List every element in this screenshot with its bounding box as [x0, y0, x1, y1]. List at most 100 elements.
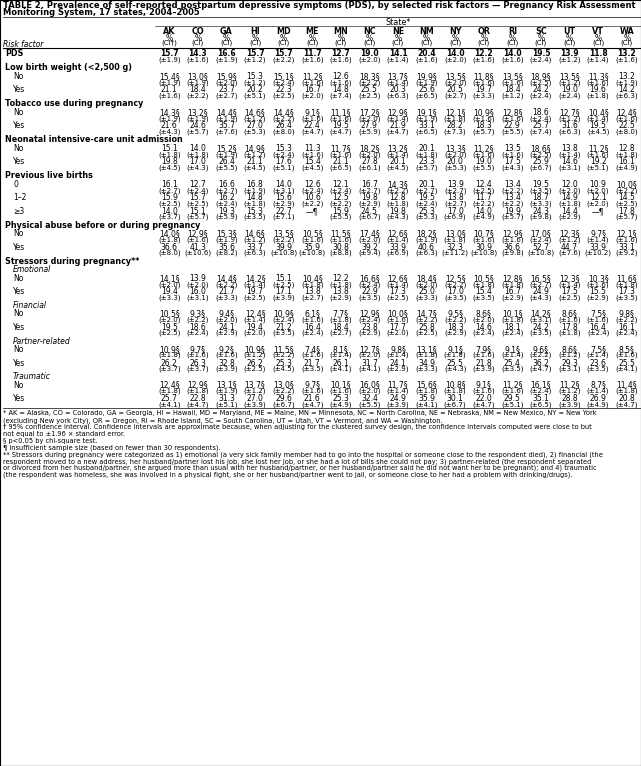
Text: 12.4§: 12.4§ [159, 381, 179, 389]
Text: (±2.0): (±2.0) [387, 330, 409, 336]
Text: 33.9: 33.9 [390, 243, 406, 252]
Text: (±1.8): (±1.8) [387, 201, 410, 207]
Text: (±2.2): (±2.2) [615, 187, 638, 194]
Text: (CI): (CI) [335, 40, 347, 47]
Text: (±1.8): (±1.8) [415, 388, 438, 394]
Text: (±8.0): (±8.0) [158, 250, 181, 257]
Text: 12.9§: 12.9§ [188, 230, 208, 238]
Text: 19.8: 19.8 [361, 194, 378, 202]
Text: (±2.5): (±2.5) [615, 201, 638, 207]
Text: (the respondent was homeless, she was involved in a physical fight, she or her h: (the respondent was homeless, she was in… [3, 472, 572, 478]
Text: 16.6: 16.6 [218, 180, 235, 189]
Text: 16.8: 16.8 [247, 180, 263, 189]
Text: 14.4§: 14.4§ [216, 274, 237, 283]
Text: (±1.6): (±1.6) [301, 151, 324, 158]
Text: (±10.8): (±10.8) [470, 250, 497, 257]
Text: 23.7: 23.7 [218, 86, 235, 94]
Text: (±2.7): (±2.7) [444, 187, 467, 194]
Text: (±2.7): (±2.7) [529, 281, 552, 287]
Text: 11.5§: 11.5§ [331, 230, 351, 238]
Text: (±6.7): (±6.7) [444, 401, 467, 408]
Text: 15.6: 15.6 [275, 194, 292, 202]
Text: (±1.6): (±1.6) [329, 57, 352, 63]
Text: 9.8§: 9.8§ [390, 345, 406, 354]
Text: (±5.1): (±5.1) [215, 401, 238, 408]
Text: (±4.7): (±4.7) [301, 401, 324, 408]
Text: (±2.0): (±2.0) [158, 281, 181, 287]
Text: 14.0: 14.0 [161, 207, 178, 216]
Text: (±2.9): (±2.9) [272, 201, 295, 207]
Text: (±2.9): (±2.9) [558, 214, 581, 221]
Text: Yes: Yes [13, 323, 25, 332]
Text: (±1.8): (±1.8) [615, 388, 638, 394]
Text: (±1.6): (±1.6) [329, 151, 352, 158]
Text: respondent moved to a new address, her husband/partner lost his job, she lost he: respondent moved to a new address, her h… [3, 458, 592, 465]
Text: 10.1§: 10.1§ [331, 381, 351, 389]
Text: 12.1§: 12.1§ [617, 230, 637, 238]
Text: (±2.0): (±2.0) [472, 316, 495, 323]
Text: 13.2§: 13.2§ [188, 108, 208, 117]
Text: 12.9§: 12.9§ [359, 309, 379, 319]
Text: 14.4: 14.4 [561, 207, 578, 216]
Text: 14.3§: 14.3§ [159, 108, 179, 117]
Text: (±3.3): (±3.3) [415, 294, 438, 301]
Text: 18.6§: 18.6§ [531, 144, 551, 153]
Text: (±1.4): (±1.4) [387, 352, 409, 358]
Text: 11.6§: 11.6§ [617, 274, 637, 283]
Text: 19.4: 19.4 [247, 323, 263, 332]
Text: 24.9: 24.9 [390, 394, 406, 403]
Text: %: % [509, 34, 516, 43]
Text: (±7.4): (±7.4) [529, 129, 552, 135]
Text: 16.6§: 16.6§ [359, 274, 379, 283]
Text: (CI): (CI) [535, 40, 547, 47]
Text: (±1.8): (±1.8) [444, 115, 467, 122]
Text: (±2.0): (±2.0) [358, 237, 381, 243]
Text: 7.7§: 7.7§ [333, 309, 349, 319]
Text: %: % [623, 34, 630, 43]
Text: (±4.7): (±4.7) [472, 401, 495, 408]
Text: 9.6§: 9.6§ [533, 345, 549, 354]
Text: 44.7: 44.7 [561, 243, 578, 252]
Text: (±6.1): (±6.1) [358, 165, 381, 171]
Text: 19.5: 19.5 [531, 50, 550, 58]
Text: No: No [13, 230, 23, 238]
Text: (±1.4): (±1.4) [587, 388, 610, 394]
Text: (±1.9): (±1.9) [215, 115, 238, 122]
Text: (±2.2): (±2.2) [615, 316, 638, 323]
Text: 24.1: 24.1 [390, 358, 406, 368]
Text: (±4.7): (±4.7) [187, 401, 209, 408]
Text: (±5.5): (±5.5) [501, 129, 524, 135]
Text: (±2.0): (±2.0) [187, 281, 209, 287]
Text: 12.6§: 12.6§ [388, 230, 408, 238]
Text: 36.6: 36.6 [161, 243, 178, 252]
Text: (±2.4): (±2.4) [272, 79, 295, 86]
Text: (±1.6): (±1.6) [501, 115, 524, 122]
Text: (±5.1): (±5.1) [244, 93, 266, 99]
Text: (±5.7): (±5.7) [415, 165, 438, 171]
Text: 21.8: 21.8 [476, 358, 492, 368]
Text: 31.6: 31.6 [561, 122, 578, 130]
Text: 40.6: 40.6 [418, 243, 435, 252]
Text: (±4.7): (±4.7) [387, 129, 409, 135]
Text: 19.0: 19.0 [476, 158, 492, 166]
Text: 15.3: 15.3 [275, 144, 292, 153]
Text: 15.1: 15.1 [190, 207, 206, 216]
Text: 39.9: 39.9 [275, 243, 292, 252]
Text: (±3.9): (±3.9) [472, 365, 495, 372]
Text: 12.7: 12.7 [331, 50, 350, 58]
Text: (±1.6): (±1.6) [501, 57, 524, 63]
Text: 23.8: 23.8 [361, 323, 378, 332]
Text: 14.4§: 14.4§ [216, 108, 237, 117]
Text: 15.3§: 15.3§ [216, 230, 237, 238]
Text: 14.8: 14.8 [247, 194, 263, 202]
Text: 17.0: 17.0 [447, 287, 463, 296]
Text: No: No [13, 381, 23, 389]
Text: 12.1: 12.1 [590, 194, 606, 202]
Text: (±6.7): (±6.7) [358, 214, 381, 221]
Text: 21.6: 21.6 [304, 394, 320, 403]
Text: 19.4: 19.4 [161, 287, 178, 296]
Text: 35.9: 35.9 [304, 243, 320, 252]
Text: 9.7§: 9.7§ [590, 230, 606, 238]
Text: (±2.4): (±2.4) [301, 187, 324, 194]
Text: (±1.4): (±1.4) [387, 115, 409, 122]
